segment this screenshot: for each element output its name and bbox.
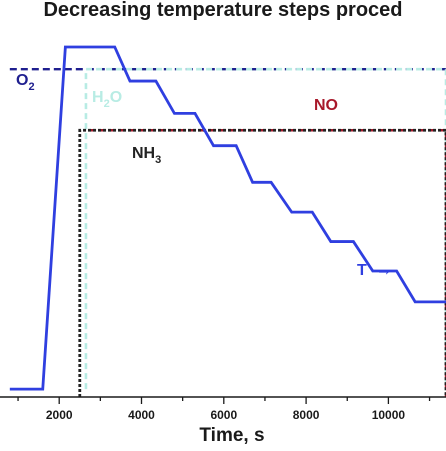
x-axis: 2000 4000 6000 8000 10000 xyxy=(0,396,446,422)
plot-area: O2 H2O NO NH3 T → xyxy=(9,45,446,397)
series-line-no xyxy=(88,129,446,397)
x-axis-title: Time, s xyxy=(199,425,264,446)
series-line-t xyxy=(9,45,446,391)
x-tick-label: 2000 xyxy=(46,408,73,422)
series-line-h2o xyxy=(84,67,446,390)
series-label-nh3: NH3 xyxy=(132,145,161,166)
series-label-t: T → xyxy=(357,262,392,279)
chart-title: Decreasing temperature steps proced xyxy=(43,0,402,21)
x-tick-label: 10000 xyxy=(372,408,406,422)
x-tick-label: 8000 xyxy=(293,408,320,422)
x-tick-label: 6000 xyxy=(210,408,237,422)
series-label-o2: O2 xyxy=(16,72,35,93)
x-tick-label: 4000 xyxy=(128,408,155,422)
series-label-no: NO xyxy=(314,97,338,114)
series-label-h2o: H2O xyxy=(92,89,122,110)
